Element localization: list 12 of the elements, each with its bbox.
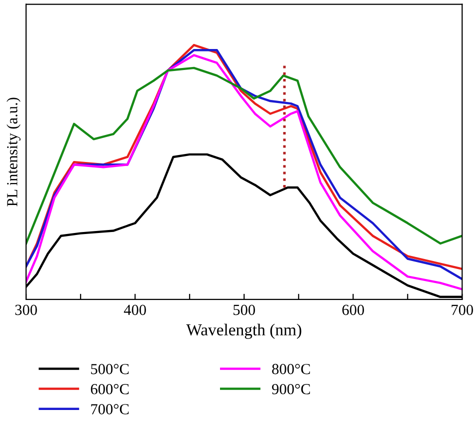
- x-tick-label: 600: [342, 304, 364, 316]
- legend-label: 800°C: [272, 364, 310, 374]
- x-tick-label: 300: [15, 304, 37, 316]
- x-tick-label: 700: [452, 304, 474, 316]
- legend-label: 500°C: [91, 364, 129, 374]
- x-axis-title: Wavelength (nm): [186, 324, 302, 339]
- legend-label: 900°C: [272, 384, 310, 394]
- x-tick-label: 500: [234, 304, 255, 316]
- y-axis-title: PL intensity (a.u.): [6, 98, 21, 206]
- legend-label: 600°C: [90, 384, 129, 394]
- x-tick-label: 400: [124, 304, 146, 316]
- legend-label: 700°C: [91, 404, 129, 414]
